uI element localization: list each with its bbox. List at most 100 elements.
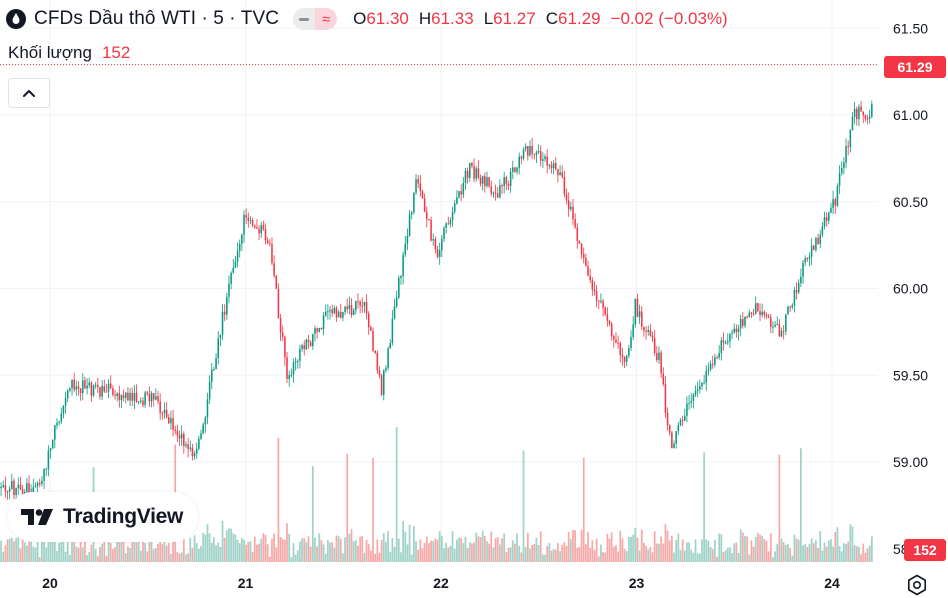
- candle-body: [337, 311, 340, 318]
- volume-bar: [393, 546, 396, 562]
- volume-bar: [643, 542, 645, 562]
- collapse-legend-button[interactable]: [8, 78, 50, 108]
- candle-body: [430, 219, 432, 241]
- candle-body: [363, 302, 366, 306]
- candle-body: [503, 177, 505, 187]
- volume-bar: [802, 545, 804, 562]
- candle-body: [120, 395, 123, 401]
- candle-body: [800, 276, 802, 284]
- candle-body: [514, 167, 516, 173]
- candle-body: [51, 439, 54, 449]
- symbol-title[interactable]: CFDs Dầu thô WTI · 5 · TVC: [34, 8, 280, 29]
- candle-body: [103, 386, 106, 392]
- candle-body: [297, 360, 299, 362]
- candle-body: [653, 338, 656, 354]
- volume-bar: [810, 538, 813, 562]
- candle-body: [408, 214, 411, 237]
- candle-body: [782, 330, 785, 332]
- tradingview-logo[interactable]: TradingView: [8, 492, 198, 542]
- candle-body: [668, 425, 671, 433]
- volume-bar: [348, 533, 351, 562]
- candle-body: [211, 369, 213, 382]
- candle-body: [189, 447, 192, 449]
- volume-bar: [505, 552, 508, 562]
- volume-bar: [213, 537, 215, 562]
- volume-bar: [77, 547, 80, 562]
- volume-bar: [729, 547, 731, 562]
- candle-body: [778, 324, 781, 337]
- indicator-toggle[interactable]: ≈: [293, 8, 338, 30]
- volume-bar: [157, 544, 159, 562]
- volume-bar: [494, 538, 497, 562]
- volume-bar: [150, 534, 153, 562]
- candle-body: [116, 393, 118, 396]
- volume-bar: [679, 550, 682, 562]
- volume-bar: [279, 537, 282, 562]
- volume-bar: [870, 536, 873, 562]
- volume-legend: Khối lượng 152: [8, 43, 130, 63]
- volume-bar: [561, 544, 564, 562]
- volume-label[interactable]: Khối lượng: [8, 43, 92, 62]
- indicator-wave-button[interactable]: ≈: [315, 8, 338, 30]
- candle-body: [6, 491, 9, 493]
- candle-body: [64, 398, 67, 406]
- candle-body: [82, 380, 84, 394]
- volume-bar: [116, 537, 119, 562]
- candle-body: [845, 146, 847, 163]
- volume-bar: [518, 545, 521, 562]
- candle-body: [535, 152, 538, 155]
- candle-body: [264, 229, 267, 241]
- candle-body: [245, 214, 247, 218]
- candle-body: [774, 324, 776, 327]
- volume-bar: [331, 542, 334, 562]
- volume-bar: [155, 548, 157, 562]
- volume-bar: [180, 552, 183, 562]
- volume-bar: [860, 554, 862, 562]
- candle-body: [346, 306, 348, 309]
- candle-body: [140, 400, 142, 402]
- candle-body: [436, 249, 439, 257]
- volume-bar: [774, 551, 776, 562]
- volume-bar: [479, 537, 482, 562]
- volume-bar: [640, 529, 643, 562]
- candle-body: [69, 387, 71, 391]
- hide-indicator-button[interactable]: [293, 8, 316, 30]
- volume-bar: [866, 548, 869, 562]
- candle-body: [486, 177, 488, 187]
- candle-body: [703, 382, 705, 384]
- candle-body: [77, 386, 80, 389]
- volume-bar: [320, 539, 323, 562]
- candle-body: [193, 453, 196, 457]
- volume-bar: [232, 533, 235, 562]
- volume-bar: [43, 536, 45, 562]
- candle-body: [641, 311, 643, 327]
- volume-bar: [849, 524, 852, 562]
- volume-bar: [137, 537, 140, 562]
- volume-bar: [804, 543, 807, 562]
- settings-gear-icon[interactable]: [906, 574, 928, 596]
- volume-bar: [109, 542, 112, 562]
- volume-bar: [574, 530, 576, 562]
- candle-body: [236, 250, 239, 262]
- candle-body: [19, 484, 22, 490]
- volume-bar: [464, 536, 467, 562]
- volume-bar: [862, 543, 865, 562]
- y-axis-tick-label: 61.50: [893, 20, 928, 36]
- candle-body: [47, 450, 50, 469]
- volume-bar: [744, 535, 746, 562]
- candle-body: [21, 489, 24, 496]
- volume-bar: [225, 530, 228, 562]
- volume-bar: [112, 549, 114, 562]
- candle-body: [531, 145, 533, 154]
- volume-bar: [554, 549, 557, 562]
- candle-body: [466, 170, 469, 179]
- candle-body: [221, 311, 224, 335]
- candle-body: [548, 164, 551, 166]
- candle-body: [90, 382, 93, 396]
- candle-body: [739, 318, 742, 329]
- volume-bar: [217, 542, 220, 562]
- y-axis-tick-label: 59.50: [893, 367, 928, 383]
- candle-body: [673, 443, 675, 449]
- volume-bar: [843, 543, 845, 562]
